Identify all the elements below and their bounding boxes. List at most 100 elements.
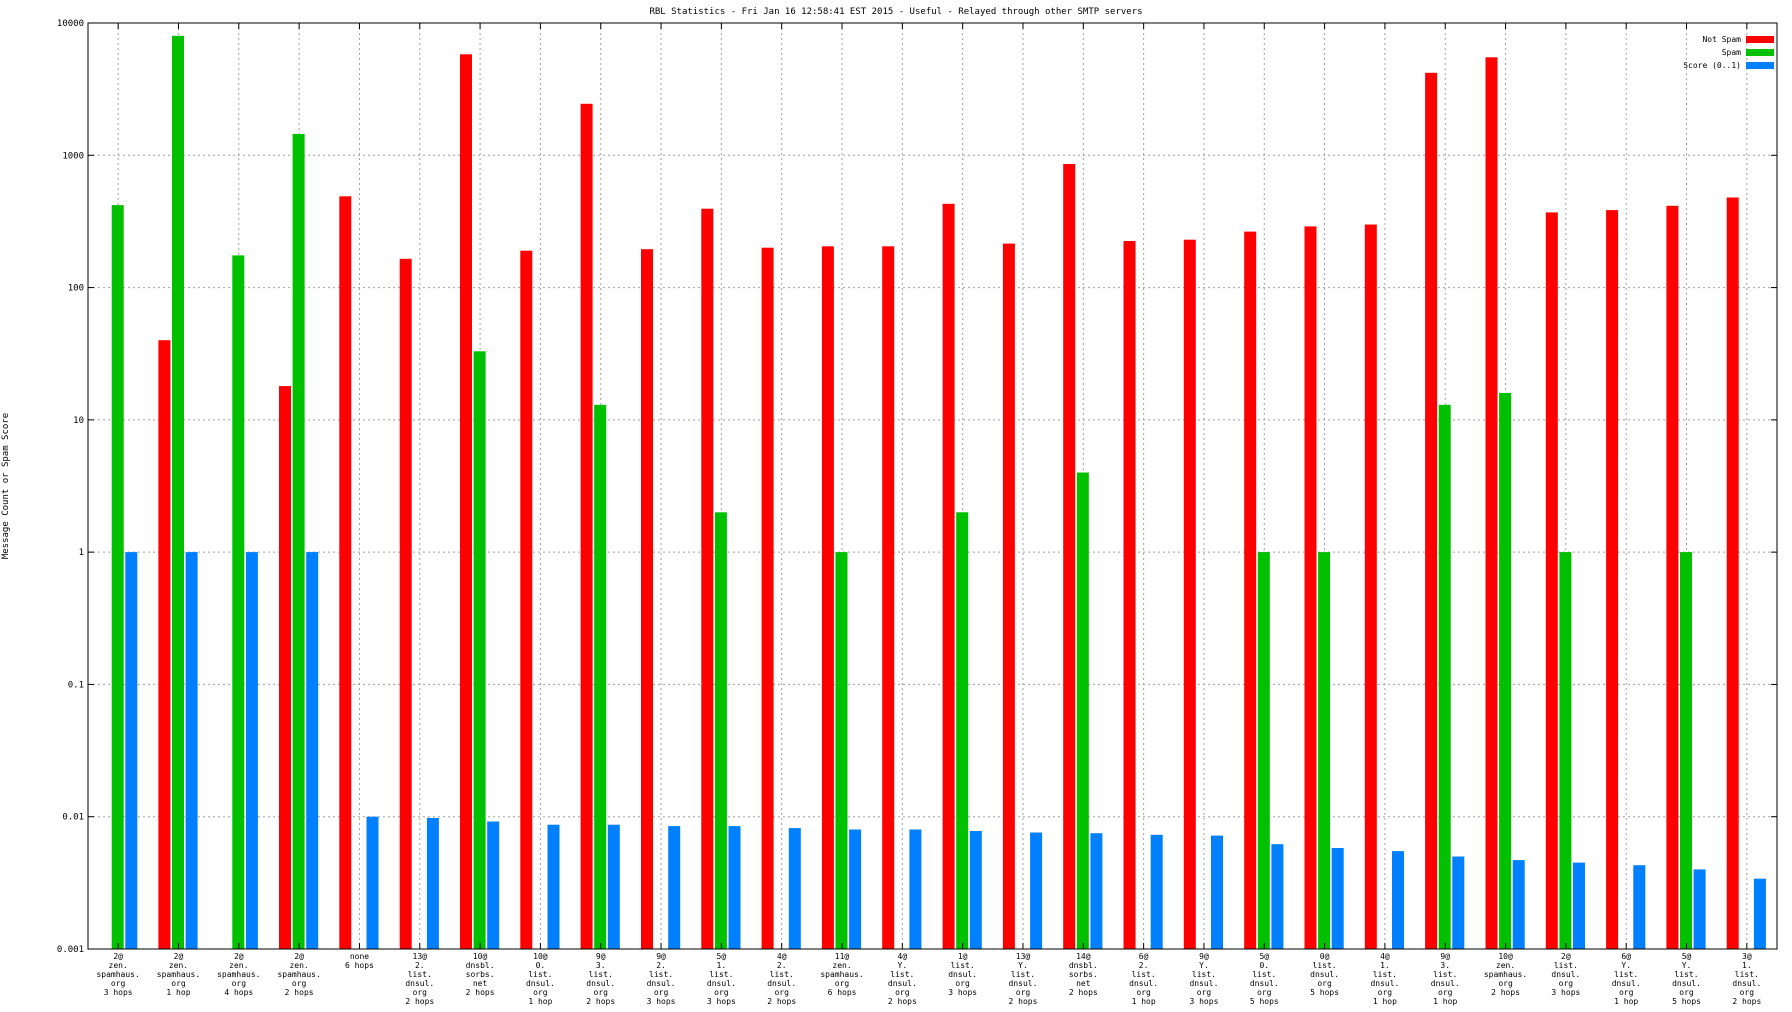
bar-spam bbox=[1559, 552, 1572, 949]
y-tick-label: 100 bbox=[68, 284, 84, 294]
x-tick-label: 11@ zen. spamhaus. org 6 hops bbox=[820, 952, 863, 997]
bar-score-0-1 bbox=[1452, 856, 1465, 949]
x-tick-label: 2@ zen. spamhaus. org 2 hops bbox=[277, 952, 320, 997]
bar-not-spam bbox=[399, 258, 412, 949]
y-tick-label: 0.01 bbox=[62, 813, 84, 823]
x-tick-label: 2@ list. dnsul. org 3 hops bbox=[1551, 952, 1580, 997]
bar-score-0-1 bbox=[607, 824, 620, 949]
x-tick-label: 3@ 1. list. dnsul. org 2 hops bbox=[1732, 952, 1761, 1006]
bar-score-0-1 bbox=[1331, 848, 1344, 949]
x-tick-label: 9@ Y. list. dnsul. org 3 hops bbox=[1189, 952, 1218, 1006]
x-tick-label: 6@ 2. list. dnsul. org 1 hop bbox=[1129, 952, 1158, 1006]
bar-score-0-1 bbox=[1271, 844, 1284, 949]
bar-score-0-1 bbox=[849, 829, 862, 949]
bar-score-0-1 bbox=[1693, 869, 1706, 949]
bar-not-spam bbox=[1666, 205, 1679, 950]
plot-frame bbox=[87, 22, 1778, 950]
x-tick-label: 6@ Y. list. dnsul. org 1 hop bbox=[1612, 952, 1641, 1006]
bar-score-0-1 bbox=[1392, 851, 1404, 949]
bar-score-0-1 bbox=[1030, 832, 1043, 949]
x-tick-label: 2@ zen. spamhaus. org 4 hops bbox=[217, 952, 260, 997]
bar-score-0-1 bbox=[366, 816, 379, 949]
bar-score-0-1 bbox=[1090, 833, 1103, 949]
bars bbox=[111, 35, 1766, 950]
bar-score-0-1 bbox=[487, 821, 500, 949]
bar-spam bbox=[594, 404, 607, 949]
bar-not-spam bbox=[701, 208, 714, 949]
x-tick-label: 4@ 2. list. dnsul. org 2 hops bbox=[767, 952, 796, 1006]
bar-spam bbox=[1680, 552, 1692, 949]
x-tick-label: 1@ list. dnsul. org 3 hops bbox=[948, 952, 977, 997]
legend-label: Score (0..1) bbox=[1683, 61, 1741, 70]
bar-not-spam bbox=[158, 340, 171, 949]
x-tick-label: 13@ Y. list. dnsul. org 2 hops bbox=[1009, 952, 1038, 1006]
bar-spam bbox=[956, 512, 969, 949]
x-tick-label: 13@ 2. list. dnsul. org 2 hops bbox=[405, 952, 434, 1006]
axes: 0.001 0.01 0.1 1 10 100 1000 10000 2@ zen. spamhau… bbox=[57, 19, 1777, 1006]
legend-label: Not Spam bbox=[1702, 35, 1741, 44]
bar-score-0-1 bbox=[1573, 862, 1585, 949]
x-tick-label: 14@ dnsbl. sorbs. net 2 hops bbox=[1069, 952, 1098, 997]
bar-not-spam bbox=[1485, 57, 1498, 950]
bar-score-0-1 bbox=[1633, 865, 1646, 949]
y-tick-label: 0.1 bbox=[68, 680, 84, 690]
y-tick-label: 1 bbox=[79, 548, 84, 558]
chart-title: RBL Statistics - Fri Jan 16 12:58:41 EST… bbox=[649, 7, 1142, 17]
bar-score-0-1 bbox=[668, 826, 681, 949]
bar-spam bbox=[232, 255, 245, 949]
bar-not-spam bbox=[942, 203, 955, 950]
bar-not-spam bbox=[580, 103, 593, 950]
bar-spam bbox=[714, 512, 727, 949]
x-tick-label: 9@ 3. list. dnsul. org 1 hop bbox=[1431, 952, 1460, 1006]
bar-score-0-1 bbox=[909, 829, 922, 949]
bar-score-0-1 bbox=[185, 552, 198, 949]
bar-not-spam bbox=[1364, 224, 1377, 949]
bar-not-spam bbox=[1606, 210, 1619, 950]
bar-score-0-1 bbox=[125, 552, 138, 949]
bar-score-0-1 bbox=[245, 552, 258, 949]
bar-spam bbox=[1499, 392, 1512, 949]
bar-score-0-1 bbox=[306, 552, 319, 949]
x-tick-label: 10@ zen. spamhaus. org 2 hops bbox=[1484, 952, 1527, 997]
bar-spam bbox=[172, 35, 184, 950]
legend-label: Spam bbox=[1722, 48, 1741, 57]
bar-not-spam bbox=[761, 247, 774, 949]
bar-score-0-1 bbox=[1150, 834, 1163, 949]
bar-score-0-1 bbox=[426, 817, 439, 949]
bar-not-spam bbox=[339, 196, 352, 950]
x-tick-label: none 6 hops bbox=[345, 952, 374, 970]
x-tick-label: 4@ 1. list. dnsul. org 1 hop bbox=[1370, 952, 1399, 1006]
bar-not-spam bbox=[1002, 243, 1015, 950]
bar-not-spam bbox=[279, 386, 291, 950]
bar-spam bbox=[111, 205, 124, 950]
x-tick-label: 5@ Y. list. dnsul. org 5 hops bbox=[1672, 952, 1701, 1006]
bar-score-0-1 bbox=[969, 831, 982, 949]
legend-swatch bbox=[1746, 62, 1774, 69]
bar-spam bbox=[1318, 552, 1331, 949]
bar-not-spam bbox=[1063, 164, 1076, 949]
bar-score-0-1 bbox=[1753, 878, 1766, 949]
bar-score-0-1 bbox=[788, 828, 801, 949]
bar-score-0-1 bbox=[1512, 860, 1525, 949]
legend-swatch bbox=[1746, 49, 1774, 56]
bar-not-spam bbox=[1244, 231, 1257, 950]
x-tick-label: 5@ 0. list. dnsul. org 5 hops bbox=[1250, 952, 1279, 1006]
bar-score-0-1 bbox=[1211, 835, 1223, 949]
bar-spam bbox=[1438, 404, 1451, 949]
bar-not-spam bbox=[1545, 212, 1558, 949]
x-tick-label: 2@ zen. spamhaus. org 3 hops bbox=[96, 952, 139, 997]
y-tick-label: 1000 bbox=[62, 151, 84, 161]
bar-not-spam bbox=[641, 249, 653, 949]
bar-spam bbox=[1257, 552, 1270, 949]
x-tick-label: 10@ 0. list. dnsul. org 1 hop bbox=[526, 952, 555, 1006]
bar-not-spam bbox=[1726, 197, 1739, 949]
y-axis-label: Message Count or Spam Score bbox=[1, 413, 11, 559]
bar-not-spam bbox=[460, 54, 472, 950]
bar-not-spam bbox=[520, 250, 533, 949]
x-tick-label: 0@ list. dnsul. org 5 hops bbox=[1310, 952, 1339, 997]
bar-spam bbox=[1076, 472, 1089, 949]
bar-score-0-1 bbox=[547, 824, 560, 949]
y-tick-label: 10000 bbox=[57, 19, 84, 29]
